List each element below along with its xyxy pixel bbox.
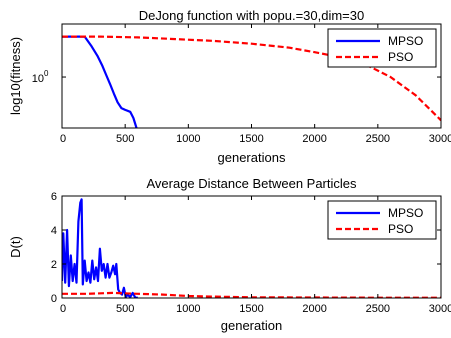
x-tick-label: 0 xyxy=(60,133,66,145)
chart-2: 0 500 1000 1500 2000 2500 3000 0 2 4 6 Average Dist… xyxy=(8,176,451,333)
x-tick-label: 2000 xyxy=(302,303,326,315)
y-axis-label: log10(fitness) xyxy=(8,37,23,115)
legend-label-mpso: MPSO xyxy=(388,206,423,220)
series-line-mpso xyxy=(62,198,138,298)
x-tick-label: 3000 xyxy=(429,133,451,145)
legend: MPSO PSO xyxy=(327,200,437,240)
x-tick-label: 1000 xyxy=(176,303,200,315)
legend-label-pso: PSO xyxy=(388,50,413,64)
x-tick-label: 1500 xyxy=(239,133,263,145)
legend-box xyxy=(327,28,437,68)
chart-title: Average Distance Between Particles xyxy=(146,176,357,191)
legend-box xyxy=(327,200,437,240)
x-tick-label: 500 xyxy=(116,303,134,315)
y-tick-label: 10 xyxy=(32,73,44,85)
y-axis-label: D(t) xyxy=(8,236,23,258)
x-tick-label: 2000 xyxy=(302,133,326,145)
x-tick-label: 500 xyxy=(116,133,134,145)
x-axis-label: generations xyxy=(218,150,286,165)
x-axis-label: generation xyxy=(221,318,282,333)
y-tick-label: 6 xyxy=(51,191,57,203)
x-tick-label: 1500 xyxy=(239,303,263,315)
series-line-pso xyxy=(62,35,441,122)
legend-label-pso: PSO xyxy=(388,222,413,236)
y-tick-label: 2 xyxy=(51,259,57,271)
y-tick-label: 4 xyxy=(51,225,57,237)
x-tick-label: 0 xyxy=(60,303,66,315)
x-tick-label: 1000 xyxy=(176,133,200,145)
y-tick-label: 0 xyxy=(51,293,57,305)
legend: MPSO PSO xyxy=(327,28,437,68)
x-tick-label: 2500 xyxy=(366,303,390,315)
x-tick-label: 3000 xyxy=(429,303,451,315)
series-line-mpso xyxy=(62,35,138,128)
chart-title: DeJong function with popu.=30,dim=30 xyxy=(139,8,365,23)
x-tick-label: 2500 xyxy=(366,133,390,145)
legend-label-mpso: MPSO xyxy=(388,34,423,48)
y-tick-exponent: 0 xyxy=(44,69,49,78)
